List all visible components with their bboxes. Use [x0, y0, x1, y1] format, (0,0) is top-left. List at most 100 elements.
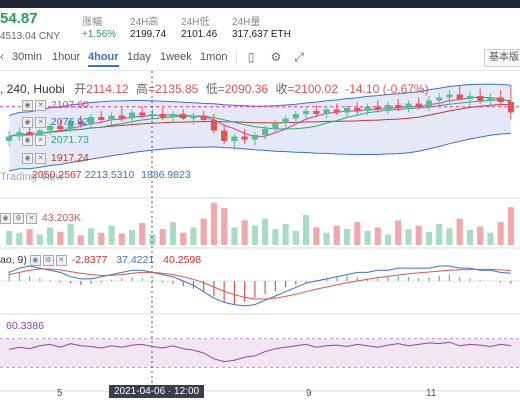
- candle-body: [251, 135, 258, 140]
- high-label-ohlc: 高: [135, 82, 148, 96]
- volume-bar: [446, 228, 453, 245]
- close-icon[interactable]: ✕: [35, 116, 46, 128]
- eye-icon[interactable]: ◉: [22, 152, 33, 164]
- macd-hist-value: -2.8377: [71, 254, 108, 266]
- eye-icon[interactable]: ◉: [22, 134, 33, 146]
- time-icon[interactable]: ‹: [0, 51, 4, 63]
- settings-icon[interactable]: ⚙: [13, 212, 24, 224]
- rsi-value: 60.3386: [6, 320, 44, 332]
- ma-value-1: 2107.60: [50, 99, 89, 111]
- fullscreen-icon[interactable]: ⤢: [294, 50, 304, 64]
- candle-body: [16, 132, 23, 137]
- macd-legend: ao, 9) ◉ ⚙ ✕ -2.8377 37.4221 40.2598: [0, 254, 201, 266]
- top-nav-bar: [0, 0, 520, 8]
- volume-bar: [507, 207, 514, 245]
- volume-indicator-value: 43.203K: [41, 212, 82, 224]
- interval-1week[interactable]: 1week: [160, 51, 192, 63]
- close-icon[interactable]: ✕: [35, 99, 46, 111]
- candle-body: [221, 130, 228, 141]
- volume-bar: [251, 225, 258, 245]
- candle-body: [210, 120, 217, 131]
- volume-bar: [190, 227, 197, 245]
- close-icon[interactable]: ✕: [35, 152, 46, 164]
- eye-icon[interactable]: ◉: [29, 254, 41, 266]
- volume-bar: [333, 225, 340, 245]
- candle-body: [354, 108, 361, 111]
- macd-signal-line: [8, 268, 511, 300]
- volume-bar: [282, 223, 289, 245]
- boll-upper: 2213.5310: [84, 169, 135, 181]
- bollinger-upper-line: [8, 83, 511, 116]
- volume-bar: [36, 234, 43, 245]
- volume-legend: ◉ ⚙ ✕ 43.203K: [0, 212, 81, 224]
- settings-icon[interactable]: ⚙: [42, 254, 54, 266]
- last-price-cny: 4513.04 CNY: [0, 31, 61, 42]
- candle-body: [405, 103, 412, 108]
- x-label-9: 9: [306, 388, 312, 399]
- low-label: 24H低: [181, 17, 210, 28]
- basic-version-button[interactable]: 基本版: [484, 49, 520, 67]
- volume-bar: [67, 223, 74, 245]
- volume-bar: [303, 215, 310, 245]
- close-icon[interactable]: ✕: [35, 134, 46, 146]
- close-icon[interactable]: ✕: [55, 254, 67, 266]
- candle-body: [507, 102, 514, 113]
- close-icon[interactable]: ✕: [26, 212, 37, 224]
- indicator-settings-icon[interactable]: ⚙: [270, 50, 282, 64]
- volume-bar: [180, 232, 187, 245]
- ticker-stats: 54.87 4513.04 CNY 涨幅 +1.56% 24H高 2199.74…: [0, 8, 520, 46]
- volume-bar: [241, 220, 248, 245]
- candle-type-icon[interactable]: ▯: [247, 50, 255, 64]
- volume-bar: [128, 230, 136, 245]
- volume-bar: [343, 229, 351, 245]
- ma-row-3: ◉ ✕ 2071.73: [22, 134, 89, 146]
- candle-body: [262, 129, 269, 135]
- candle-body: [343, 108, 351, 113]
- interval-1mon[interactable]: 1mon: [200, 51, 228, 63]
- interval-1hour[interactable]: 1hour: [52, 51, 81, 63]
- volume-bar: [395, 220, 402, 245]
- rsi-legend: 60.3386: [6, 320, 44, 332]
- candle-body: [6, 136, 13, 141]
- interval-1day[interactable]: 1day: [127, 51, 151, 63]
- eye-icon[interactable]: ◉: [22, 116, 33, 128]
- open-label: 开: [74, 82, 87, 96]
- candle-body: [446, 94, 453, 98]
- eye-icon[interactable]: ◉: [0, 212, 11, 224]
- x-label-5: 5: [57, 388, 63, 399]
- candle-body: [200, 115, 207, 120]
- candle-body: [384, 105, 392, 110]
- candle-body: [108, 115, 115, 120]
- volume-bar: [415, 225, 422, 245]
- volume-bar: [47, 227, 54, 245]
- volume-bar: [374, 227, 381, 245]
- toolbar-divider: [236, 52, 237, 64]
- volume-label: 24H量: [232, 17, 261, 28]
- boll-lower: 1886.9823: [141, 169, 191, 181]
- low-value-ohlc: 2090.36: [224, 82, 269, 96]
- price-chart[interactable]: [0, 71, 520, 400]
- volume-bar: [477, 226, 484, 245]
- volume-bar: [108, 225, 115, 245]
- change-ohlc: -14.10 (-0.67%): [345, 82, 429, 96]
- interval-30min[interactable]: 30min: [12, 51, 42, 63]
- candle-body: [118, 115, 125, 119]
- ma-value-4: 1917.24: [50, 152, 89, 164]
- ma-value-2: 2076.92: [50, 116, 89, 128]
- volume-bar: [210, 202, 217, 245]
- eye-icon[interactable]: ◉: [22, 99, 33, 111]
- panel-separators: [0, 197, 520, 392]
- volume-bar: [354, 222, 361, 245]
- ma-row-2: ◉ ✕ 2076.92: [22, 116, 89, 128]
- volume-bar: [77, 235, 84, 245]
- volume-bar: [405, 229, 412, 245]
- last-price: 54.87: [0, 10, 38, 27]
- volume-bars: [6, 202, 514, 245]
- candle-body: [231, 136, 238, 141]
- crosshair-time-label: 2021-04-06 · 12:00: [109, 385, 205, 398]
- volume-bar: [149, 234, 156, 245]
- volume-bar: [384, 234, 392, 245]
- high-value: 2199.74: [130, 29, 167, 40]
- interval-4hour[interactable]: 4hour: [88, 51, 119, 67]
- ma-row-4: ◉ ✕ 1917.24: [22, 152, 89, 164]
